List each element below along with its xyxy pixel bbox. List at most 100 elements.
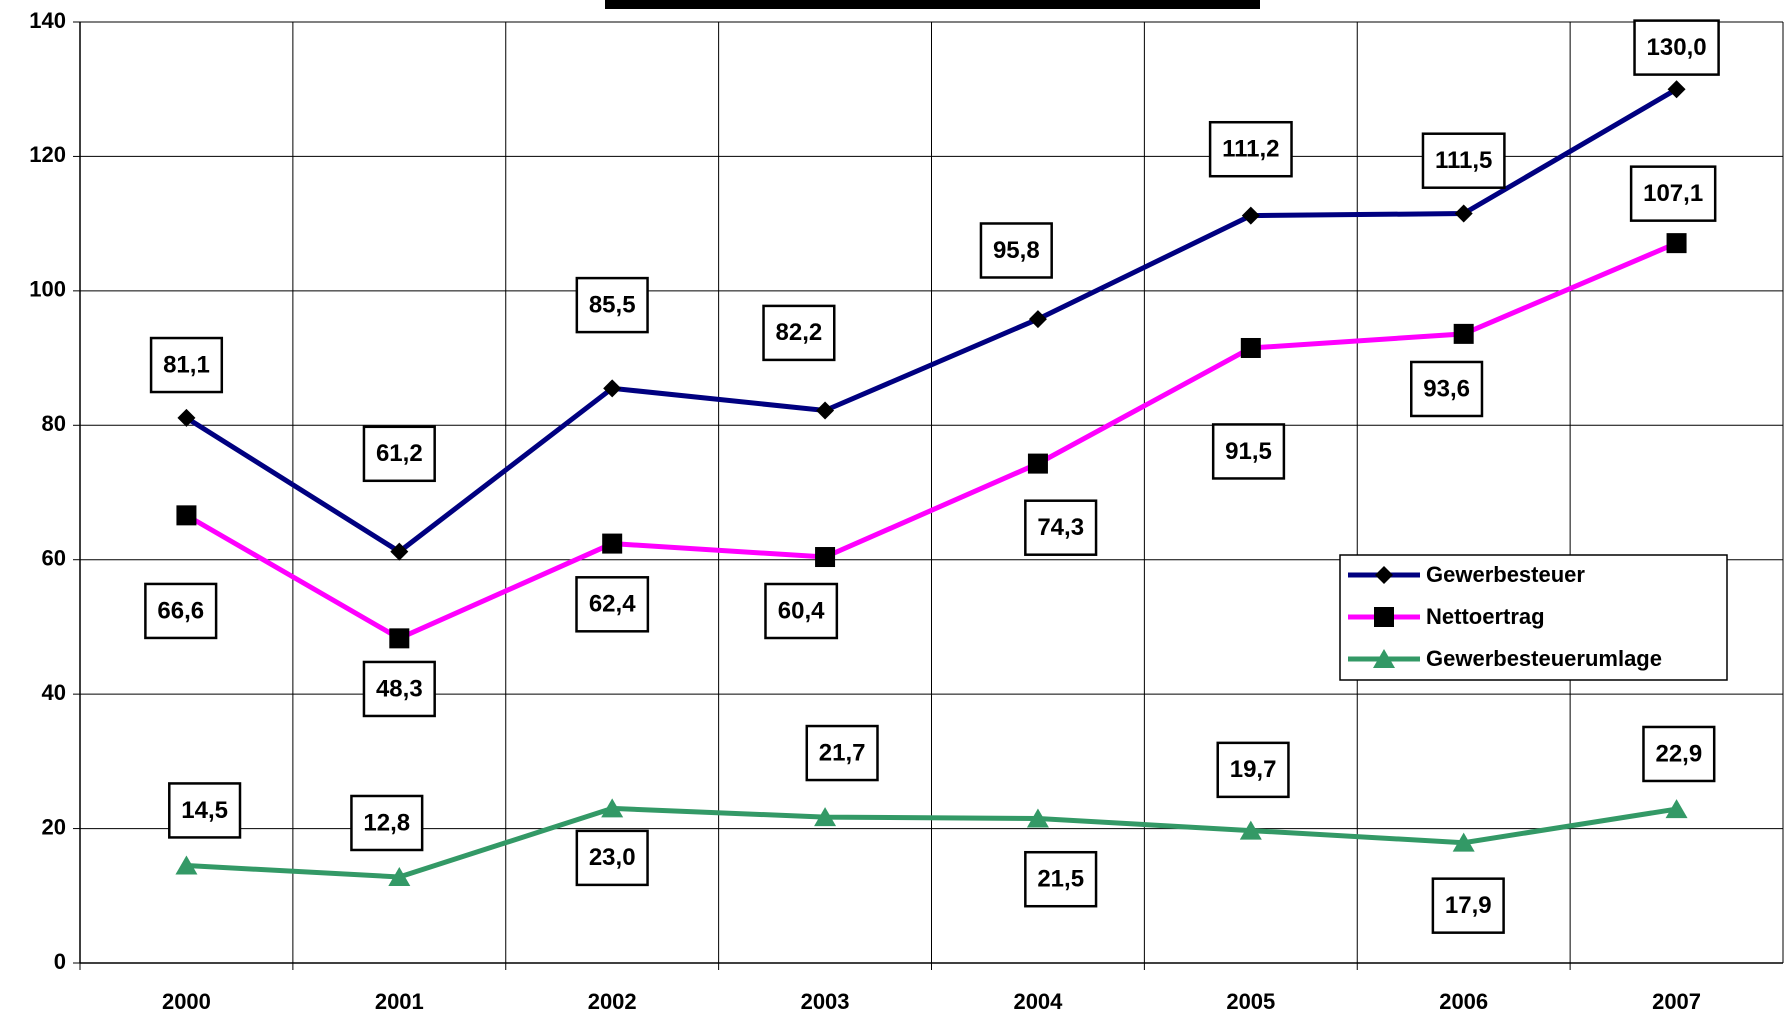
data-label: 81,1 <box>163 351 210 378</box>
marker <box>1665 799 1688 819</box>
data-label: 66,6 <box>157 597 204 624</box>
data-label-group: 23,0 <box>575 829 649 887</box>
data-label: 21,7 <box>819 739 866 766</box>
y-tick-label: 100 <box>29 277 66 302</box>
data-label: 22,9 <box>1655 740 1702 767</box>
data-label: 19,7 <box>1230 756 1277 783</box>
data-label-group: 91,5 <box>1211 423 1286 480</box>
data-label: 21,5 <box>1037 866 1084 893</box>
data-label: 95,8 <box>993 237 1040 264</box>
data-label-box <box>764 582 839 640</box>
marker <box>815 547 836 568</box>
data-label-group: 66,6 <box>144 582 218 640</box>
marker <box>177 408 196 427</box>
legend-label: Nettoertrag <box>1426 604 1545 629</box>
data-label-box <box>1642 725 1716 783</box>
data-label: 93,6 <box>1423 375 1470 402</box>
data-label-box <box>1633 19 1720 76</box>
marker <box>1240 337 1261 358</box>
data-label-box <box>362 425 436 483</box>
y-tick-label: 40 <box>42 680 66 705</box>
marker <box>176 505 197 526</box>
data-label-group: 81,1 <box>149 336 224 394</box>
data-label-box <box>1629 165 1717 222</box>
legend: Gewerbesteuer Nettoertrag Gewerbesteueruml… <box>1339 554 1728 681</box>
data-label-group: 60,4 <box>764 582 839 640</box>
data-label-group: 48,3 <box>362 660 436 718</box>
data-label-box <box>1024 499 1098 556</box>
data-label: 130,0 <box>1647 34 1707 61</box>
y-tick-label: 80 <box>42 411 66 436</box>
data-label: 60,4 <box>778 597 825 624</box>
data-label-box <box>575 829 649 887</box>
marker <box>1453 323 1474 344</box>
legend-label: Gewerbesteuer <box>1426 562 1585 587</box>
marker <box>1374 607 1394 627</box>
marker <box>1241 206 1260 225</box>
x-tick-label: 2005 <box>1226 989 1275 1014</box>
data-label-group: 19,7 <box>1216 741 1290 799</box>
data-label-group: 130,0 <box>1633 19 1720 76</box>
x-tick-label: 2007 <box>1652 989 1701 1014</box>
marker <box>1028 310 1047 329</box>
y-tick-label: 20 <box>42 814 66 839</box>
y-tick-label: 0 <box>54 949 66 974</box>
marker <box>390 542 409 561</box>
data-label-box <box>575 276 649 334</box>
data-label: 82,2 <box>776 319 823 346</box>
data-label: 14,5 <box>181 797 228 824</box>
marker <box>1375 566 1393 584</box>
marker <box>603 379 622 398</box>
series-line <box>185 87 1678 555</box>
marker <box>814 807 837 827</box>
data-label-box <box>144 582 218 640</box>
data-label-box <box>1211 423 1286 480</box>
data-label: 23,0 <box>589 844 636 871</box>
marker <box>388 866 411 886</box>
data-label: 48,3 <box>376 675 423 702</box>
data-label-box <box>1421 132 1506 189</box>
marker <box>602 533 623 554</box>
marker <box>389 628 410 649</box>
data-label-group: 85,5 <box>575 276 649 334</box>
data-label-group: 82,2 <box>762 304 836 362</box>
x-tick-label: 2001 <box>375 989 424 1014</box>
y-tick-label: 120 <box>29 142 66 167</box>
data-label-group: 95,8 <box>979 222 1053 279</box>
title-bar <box>605 0 1260 9</box>
data-label-box <box>979 222 1053 279</box>
data-label-box <box>762 304 836 362</box>
x-tick-label: 2000 <box>162 989 211 1014</box>
data-label: 85,5 <box>589 291 636 318</box>
marker <box>1026 808 1049 828</box>
data-label-group: 21,7 <box>805 724 879 782</box>
data-label-box <box>1410 360 1484 418</box>
data-label-box <box>1216 741 1290 799</box>
data-label: 91,5 <box>1225 438 1272 465</box>
y-tick-label: 60 <box>42 546 66 571</box>
marker <box>1452 832 1475 852</box>
data-label: 74,3 <box>1037 514 1084 541</box>
data-label-box <box>362 660 436 718</box>
data-label: 111,2 <box>1222 136 1279 163</box>
marker <box>1666 233 1687 254</box>
data-label: 61,2 <box>376 440 423 467</box>
x-tick-label: 2003 <box>801 989 850 1014</box>
marker <box>1373 649 1395 668</box>
data-label-group: 17,9 <box>1431 877 1505 934</box>
series-line <box>185 240 1678 642</box>
data-label-box <box>1024 850 1098 908</box>
data-label: 111,5 <box>1435 147 1492 174</box>
data-label-box <box>149 336 224 394</box>
marker <box>1667 80 1686 99</box>
data-label-group: 111,5 <box>1421 132 1506 189</box>
legend-label: Gewerbesteuerumlage <box>1426 646 1662 671</box>
data-label-group: 107,1 <box>1629 165 1717 222</box>
data-label-box <box>805 724 879 782</box>
data-label: 107,1 <box>1643 180 1703 207</box>
marker <box>1239 820 1262 840</box>
data-label-group: 21,5 <box>1024 850 1098 908</box>
marker <box>1027 453 1048 474</box>
data-label-group: 14,5 <box>168 782 242 839</box>
